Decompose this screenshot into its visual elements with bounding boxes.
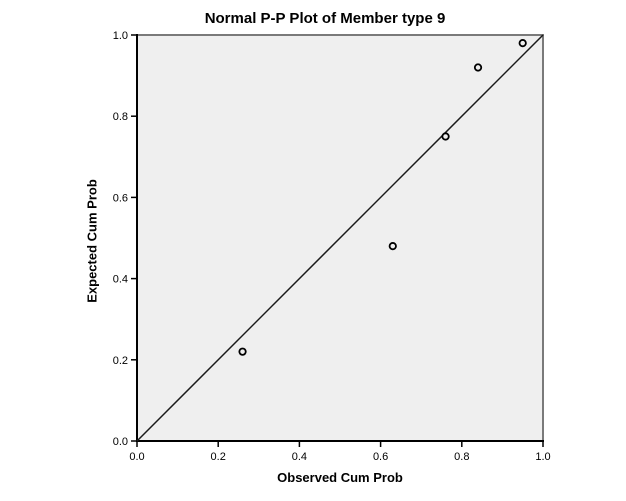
x-tick-label: 0.6	[373, 451, 388, 463]
data-point	[473, 63, 483, 72]
x-tick-label: 1.0	[535, 451, 550, 463]
x-tick-label: 0.0	[129, 451, 144, 463]
x-tick-label: 0.8	[454, 451, 469, 463]
x-tick-label: 0.4	[292, 451, 307, 463]
y-tick-label: 0.2	[113, 355, 128, 367]
y-tick-label: 0.0	[113, 436, 128, 448]
y-tick-label: 0.4	[113, 274, 128, 286]
y-tick-label: 0.8	[113, 111, 128, 123]
data-point	[388, 242, 397, 251]
x-tick-label: 0.2	[211, 451, 226, 463]
data-point	[441, 132, 450, 141]
chart-title: Normal P-P Plot of Member type 9	[204, 10, 446, 27]
data-point	[238, 347, 247, 356]
y-tick-label: 1.0	[113, 30, 128, 42]
reference-line	[136, 34, 544, 442]
y-tick-label: 0.6	[113, 192, 128, 204]
x-axis-label: Observed Cum Prob	[277, 470, 403, 485]
data-point	[518, 39, 527, 48]
